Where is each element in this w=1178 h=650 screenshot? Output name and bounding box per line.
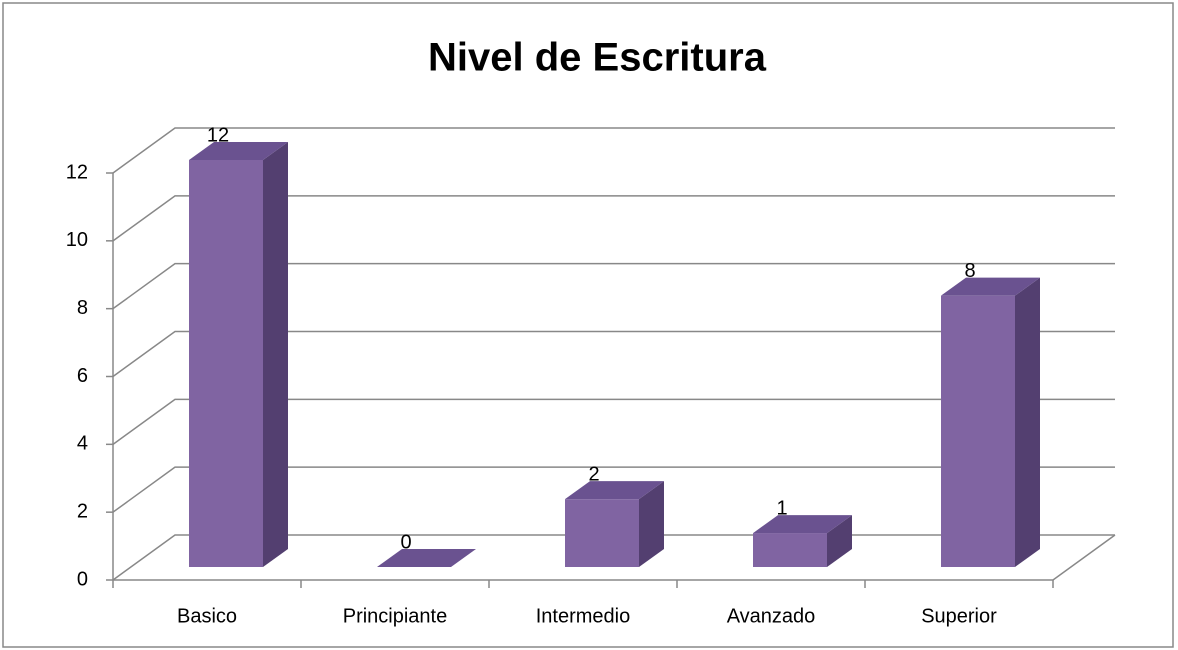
y-tick-label: 6: [77, 365, 88, 387]
bar-front: [753, 533, 827, 567]
y-tick-label: 10: [66, 229, 88, 251]
y-tick-label: 8: [77, 297, 88, 319]
data-label: 0: [400, 531, 411, 553]
bar-front: [189, 160, 263, 567]
bar: [189, 142, 288, 567]
y-tick-label: 2: [77, 500, 88, 522]
bar-side: [263, 142, 288, 567]
bar-side: [827, 515, 852, 567]
grid-line: [112, 127, 1115, 174]
bar: [941, 277, 1040, 567]
x-tick-label: Basico: [177, 605, 237, 627]
y-tick-label: 12: [66, 161, 88, 183]
bar: [753, 515, 852, 567]
x-tick-label: Avanzado: [727, 605, 816, 627]
data-label: 2: [588, 463, 599, 485]
data-label: 1: [776, 497, 787, 519]
grid-line: [112, 195, 1115, 242]
bar-top: [189, 142, 288, 160]
bar-top: [753, 515, 852, 534]
bar-side: [1015, 277, 1040, 567]
bar-side: [639, 481, 664, 567]
x-tick-label: Principiante: [343, 605, 448, 627]
bar: [565, 481, 664, 567]
data-label: 12: [207, 124, 229, 146]
y-tick-label: 4: [77, 433, 88, 455]
x-tick-label: Intermedio: [536, 605, 631, 627]
grid-line: [112, 330, 1115, 378]
bar-top: [377, 549, 476, 567]
bar-front: [565, 499, 639, 567]
grid-line: [112, 466, 1115, 513]
bar: [377, 549, 476, 567]
bar-front: [941, 295, 1015, 567]
data-label: 8: [964, 260, 975, 282]
bar-top: [941, 277, 1040, 296]
y-tick-label: 0: [77, 568, 88, 590]
grid-line: [112, 398, 1115, 445]
grid-line: [112, 262, 1115, 310]
x-tick-label: Superior: [921, 605, 997, 627]
bar-top: [565, 481, 664, 500]
chart-title: Nivel de Escritura: [428, 36, 767, 80]
